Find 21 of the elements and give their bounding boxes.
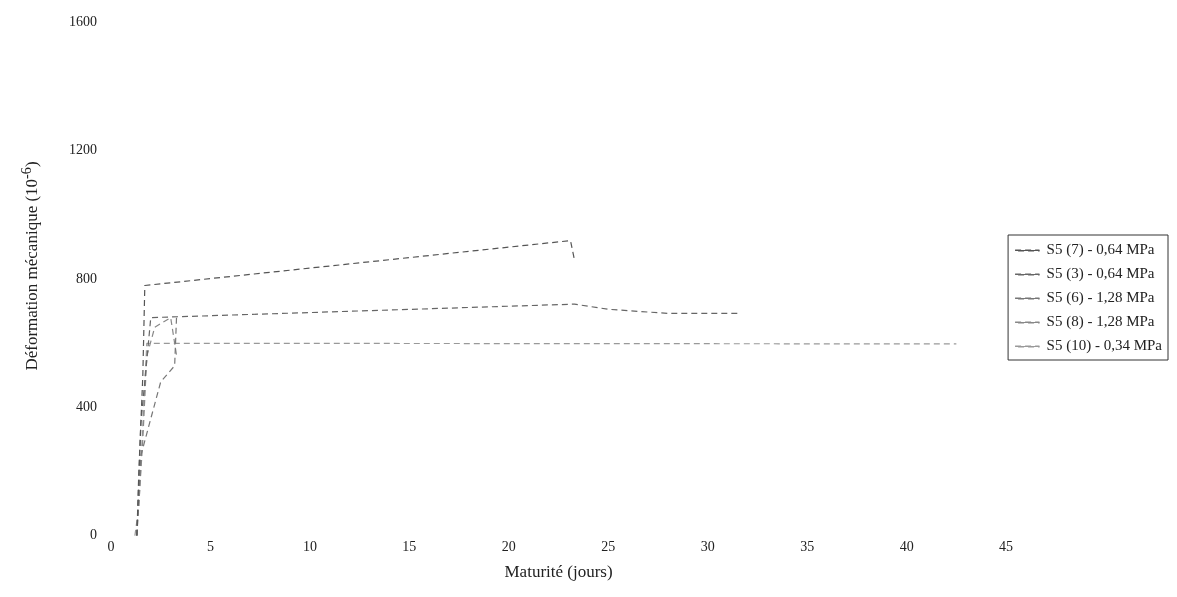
- y-tick-label: 800: [76, 270, 97, 286]
- legend-label: S5 (7) - 0,64 MPa: [1046, 241, 1155, 259]
- x-tick-label: 35: [800, 538, 815, 554]
- y-tick-label: 1200: [69, 142, 97, 158]
- legend-label: S5 (8) - 1,28 MPa: [1046, 313, 1155, 331]
- x-tick-label: 20: [501, 538, 516, 554]
- y-tick-label: 400: [76, 399, 97, 415]
- legend-label: S5 (10) - 0,34 MPa: [1046, 337, 1163, 355]
- legend-label: S5 (3) - 0,64 MPa: [1046, 265, 1155, 283]
- x-tick-label: 15: [402, 538, 417, 554]
- x-tick-label: 5: [206, 538, 214, 554]
- x-tick-label: 40: [899, 538, 914, 554]
- x-tick-label: 10: [302, 538, 317, 554]
- y-tick-label: 0: [90, 527, 97, 543]
- y-tick-label: 1600: [69, 14, 97, 30]
- legend-label: S5 (6) - 1,28 MPa: [1046, 289, 1155, 307]
- x-axis-title: Maturité (jours): [504, 562, 613, 582]
- x-tick-label: 45: [999, 538, 1014, 554]
- x-tick-label: 30: [700, 538, 715, 554]
- x-tick-label: 0: [107, 538, 115, 554]
- x-tick-label: 25: [601, 538, 616, 554]
